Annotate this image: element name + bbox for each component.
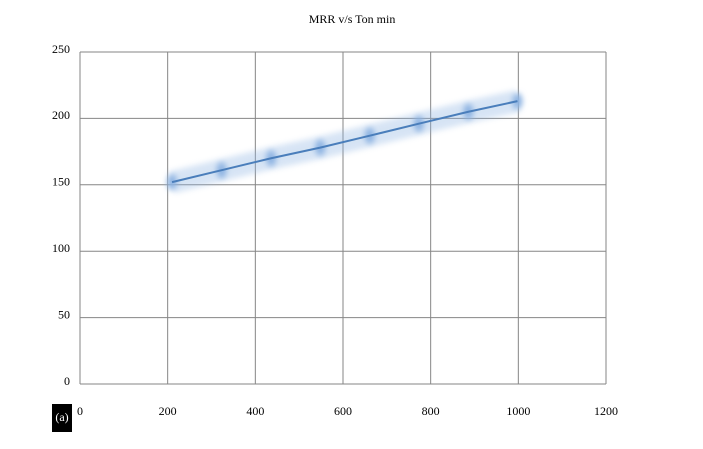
x-tick-label: 600	[334, 404, 352, 418]
y-tick-label: 100	[52, 241, 70, 255]
y-tick-label: 0	[64, 374, 70, 388]
line	[171, 100, 518, 184]
x-tick-label: 0	[77, 404, 83, 418]
y-tick-label: 250	[52, 42, 70, 56]
annotation: (a)	[55, 410, 68, 424]
chart-title: MRR v/s Ton min	[309, 12, 396, 26]
x-tick-label: 800	[422, 404, 440, 418]
x-tick-label: 1000	[506, 404, 530, 418]
annotation-box	[52, 404, 72, 432]
x-tick-label: 1200	[594, 404, 618, 418]
y-tick-label: 200	[52, 108, 70, 122]
y-tick-label: 150	[52, 175, 70, 189]
x-tick-label: 200	[159, 404, 177, 418]
y-tick-label: 50	[58, 307, 70, 321]
x-tick-label: 400	[246, 404, 264, 418]
